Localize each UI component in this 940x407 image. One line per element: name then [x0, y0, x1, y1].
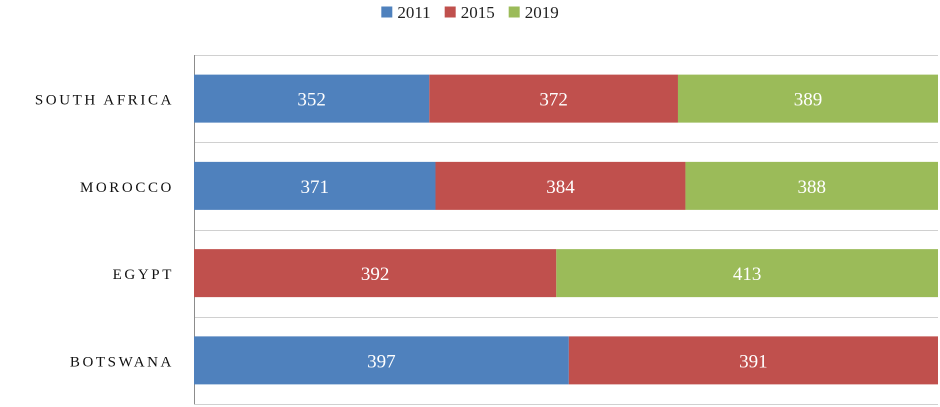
data-label: 392: [361, 264, 390, 285]
bar-segment-2019: [685, 161, 938, 210]
data-label: 352: [297, 90, 326, 111]
data-label: 389: [794, 90, 823, 111]
legend: 2011 2015 2019: [381, 3, 559, 22]
legend-swatch: [444, 6, 456, 18]
data-label: 397: [367, 351, 396, 372]
category-label: SOUTH AFRICA: [35, 93, 174, 109]
data-label: 372: [539, 90, 568, 111]
legend-label: 2015: [461, 3, 495, 22]
category-label: EGYPT: [113, 267, 174, 283]
category-labels: SOUTH AFRICA MOROCCO EGYPT BOTSWANA: [35, 93, 174, 371]
legend-swatch: [381, 6, 393, 18]
bar-segment-2011: [194, 161, 436, 210]
bar-segment-2019: [556, 249, 938, 298]
bar-segment-2015: [568, 336, 938, 385]
data-label: 413: [733, 264, 762, 285]
legend-swatch: [508, 6, 520, 18]
bar-segment-2015: [194, 249, 557, 298]
bar-segment-2011: [194, 336, 569, 385]
category-label: MOROCCO: [80, 180, 174, 196]
bar-segment-2015: [435, 161, 686, 210]
category-label: BOTSWANA: [70, 354, 174, 370]
bar-segment-2011: [194, 74, 430, 123]
data-label: 371: [300, 177, 329, 198]
data-label: 388: [797, 177, 826, 198]
legend-label: 2019: [525, 3, 559, 22]
data-label: 384: [546, 177, 575, 198]
bar-segment-2019: [677, 74, 938, 123]
legend-label: 2011: [397, 3, 430, 22]
bars: 352 372 389 371 384 388 392 413 397 391: [194, 74, 938, 385]
data-label: 391: [739, 351, 768, 372]
bar-segment-2015: [429, 74, 678, 123]
